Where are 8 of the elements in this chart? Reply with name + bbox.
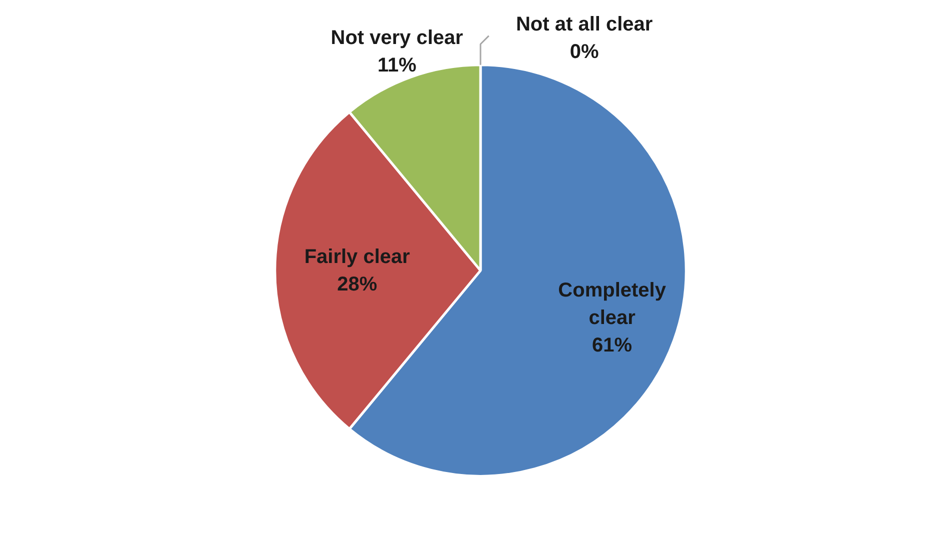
category-label: Not at all clear [516, 13, 653, 36]
slice-label: Fairly clear [304, 246, 410, 268]
data-label: 11% [377, 54, 417, 77]
slice-label: Completely clear [558, 279, 667, 329]
slice-label: Not very clear [330, 27, 464, 50]
text: 0% [570, 40, 599, 63]
data-label: 28% [337, 273, 378, 296]
data-label: 61% [592, 334, 632, 356]
